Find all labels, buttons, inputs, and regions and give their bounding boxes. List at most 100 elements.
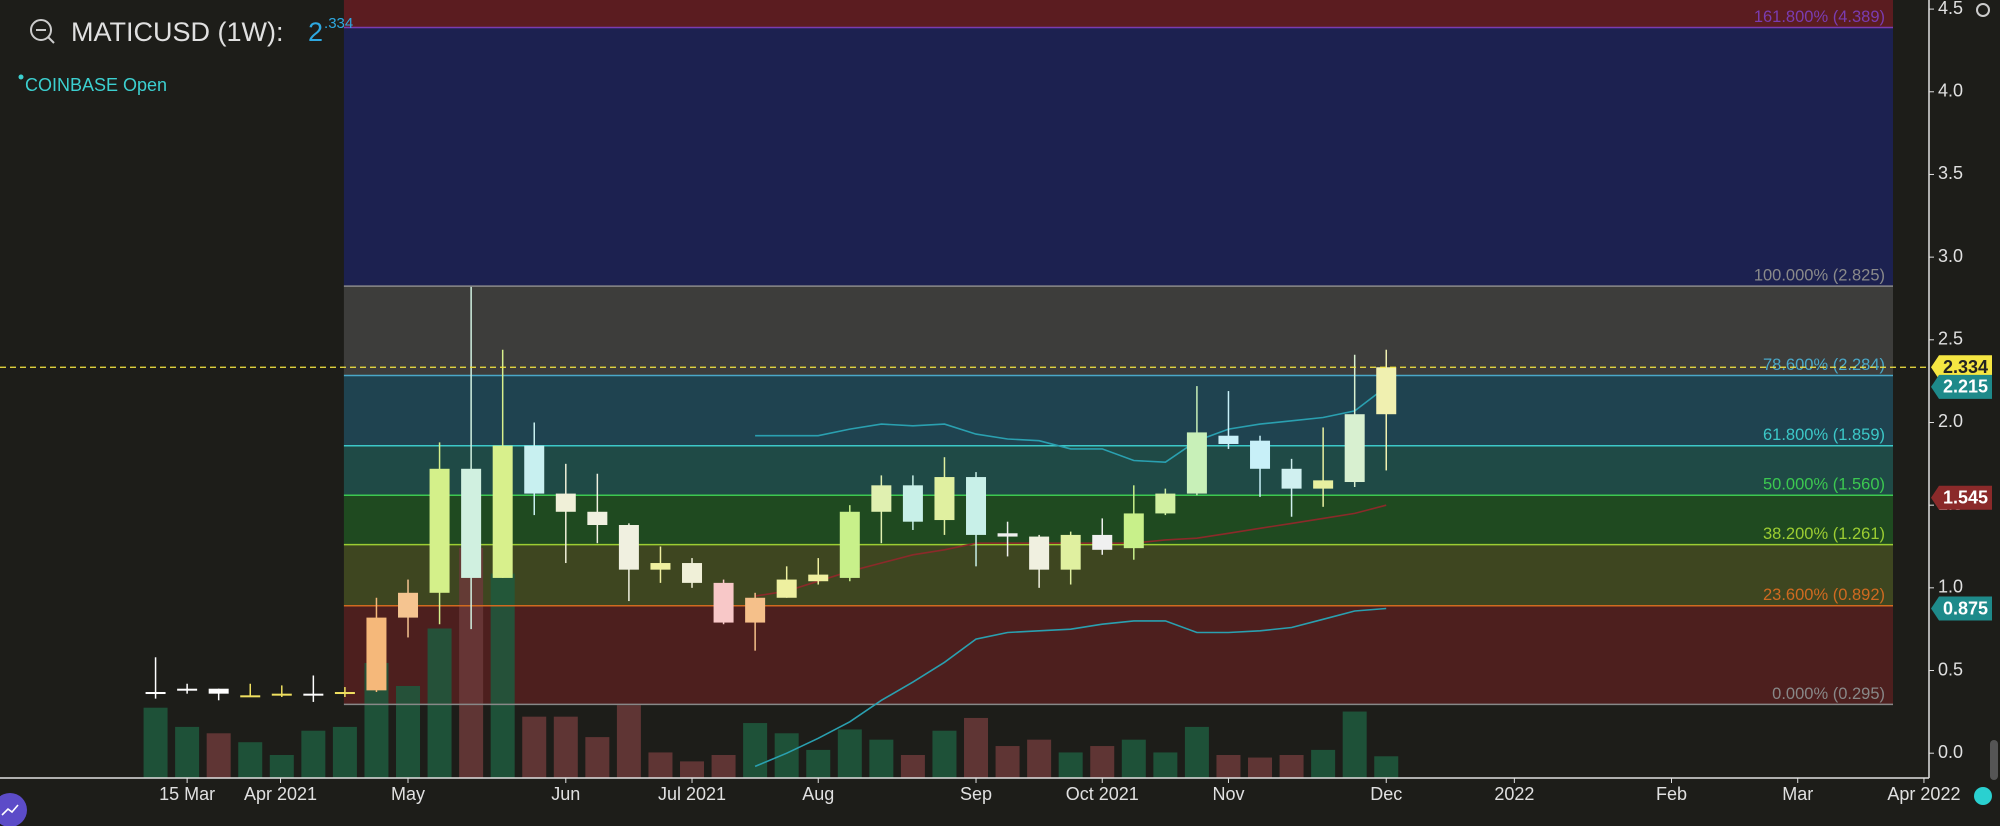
zoom-icon[interactable] [30,19,52,41]
price-badge [1931,355,1992,380]
volume-bar [301,730,326,778]
fib-label: 23.600% (0.892) [1763,586,1885,604]
fib-label: 38.200% (1.261) [1763,525,1885,543]
fib-zone [343,0,1893,28]
x-tick-label: Jun [551,784,580,804]
candle-body [366,617,387,691]
candle-body [1155,493,1176,514]
candle-body [334,692,355,695]
fib-zone [343,27,1893,287]
volume-bar [616,705,641,778]
fib-zone [343,375,1893,446]
status-dot [18,74,24,80]
candle-body [555,493,576,512]
x-tick-label: May [391,784,425,804]
candle-body [713,582,734,623]
candle-body [1218,435,1239,444]
volume-bar [711,755,736,778]
y-tick-label: 2.0 [1938,411,1963,431]
price-badge-label: 0.875 [1943,598,1988,618]
y-tick-label: 4.0 [1938,81,1963,101]
candle-body [1186,432,1207,494]
candle-body [177,688,198,691]
x-tick-label: Jul 2021 [658,784,726,804]
fib-zone [343,544,1893,606]
fib-label: 161.800% (4.389) [1754,8,1885,26]
candle-body [1281,468,1302,489]
volume-bar [1311,749,1336,778]
volume-bar [269,755,294,778]
volume-bar [680,761,705,778]
volume-bar [1342,711,1367,778]
x-tick-label: Feb [1656,784,1687,804]
fib-zones [343,0,1893,705]
candle-body [776,579,797,598]
volume-bar [932,730,957,778]
fib-zone [343,445,1893,496]
x-tick-label: 15 Mar [159,784,215,804]
candle-body [492,445,513,578]
volume-bar [837,729,862,778]
y-tick-label: 0.5 [1938,659,1963,679]
x-tick-label: 2022 [1494,784,1534,804]
y-tick-label: 3.5 [1938,163,1963,183]
candle-body [618,525,639,570]
candle-body [461,468,482,578]
last-price: 2 [308,17,323,47]
indicator-line [755,386,1387,464]
status-indicator[interactable] [1974,787,1992,805]
candle-body [1029,536,1050,570]
volume-bar [806,749,831,778]
axis-layer: 0.00.51.01.52.02.53.03.54.04.515 MarApr … [0,0,1992,804]
price-badge-label: 2.334 [1943,357,1988,377]
volume-bar [1216,755,1241,778]
candle-body [1313,480,1334,489]
candle-body [240,695,261,698]
y-tick-label: 0.0 [1938,742,1963,762]
volume-bar [900,755,925,778]
volume-bar [774,733,799,778]
y-tick-label: 3.0 [1938,246,1963,266]
volume-bar [995,746,1020,778]
candle-body [208,688,229,694]
candle-body [524,445,545,494]
fib-zone [343,605,1893,705]
candle-body [745,597,766,623]
price-badge-label: 2.215 [1943,377,1988,397]
fib-zone [343,286,1893,376]
volume-bar [743,723,768,778]
volume-bar [175,726,200,778]
volume-bar [490,573,515,778]
volume-bar [1184,726,1209,778]
volume-bar [1090,746,1115,778]
fib-zone [343,495,1893,545]
volume-bar [648,752,673,778]
indicator-button-icon [1,804,19,816]
candle-body [902,485,923,522]
settings-icon[interactable] [1976,3,1990,17]
x-tick-label: Oct 2021 [1066,784,1139,804]
volume-bar [143,707,168,778]
candle-body [650,563,671,570]
candle-body [271,693,292,696]
volume-bar [1027,739,1052,778]
volume-bar [1374,756,1399,778]
candle-body [398,592,419,618]
candle-body [1092,534,1113,550]
fib-lines: 161.800% (4.389) 100.000% (2.825) 78.600% … [343,8,1893,706]
candle-body [682,563,703,583]
volume-bar [1153,752,1178,778]
exchange-status: COINBASE Open [25,75,167,95]
volume-layer [143,548,1399,778]
candle-body [587,511,608,526]
symbol-title: MATICUSD (1W): [71,17,283,47]
candle-body [303,693,324,696]
fib-label: 78.600% (2.284) [1763,356,1885,374]
scroll-handle[interactable] [1990,740,1998,780]
volume-bar [869,739,894,778]
candle-body [1060,534,1081,570]
x-tick-label: Nov [1212,784,1244,804]
x-tick-label: Aug [802,784,834,804]
